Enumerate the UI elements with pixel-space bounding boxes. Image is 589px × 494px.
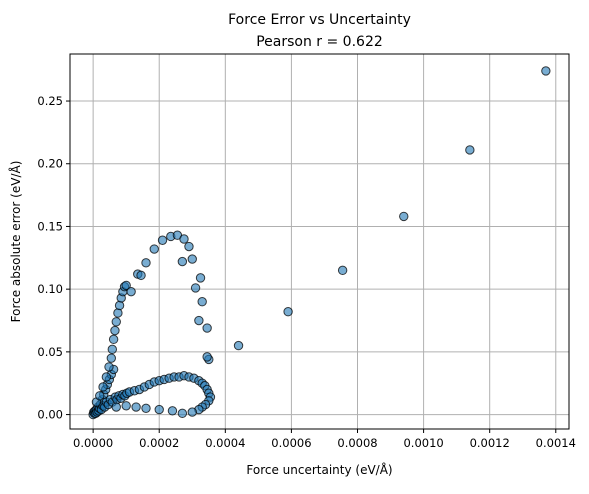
data-point	[111, 402, 121, 412]
data-points	[88, 66, 551, 420]
x-tick-label: 0.0002	[139, 436, 179, 450]
data-point	[187, 254, 197, 264]
y-axis-label: Force absolute error (eV/Å)	[8, 161, 23, 323]
data-point	[149, 244, 159, 254]
data-point	[104, 362, 114, 372]
data-point	[113, 308, 123, 318]
data-point	[108, 334, 119, 345]
data-point	[154, 404, 164, 415]
data-point	[157, 235, 168, 245]
data-point	[465, 145, 475, 155]
chart-title: Force Error vs Uncertainty	[228, 12, 411, 28]
data-point	[190, 283, 201, 293]
grid-lines	[70, 54, 569, 429]
data-point	[177, 256, 188, 267]
plot-frame	[69, 53, 570, 430]
data-point	[111, 317, 121, 327]
data-point	[121, 280, 131, 291]
y-tick-label: 0.10	[37, 282, 63, 296]
data-point	[194, 315, 204, 326]
data-point	[184, 241, 194, 252]
data-point	[283, 307, 293, 317]
y-tick-label: 0.00	[37, 408, 63, 422]
data-point	[131, 402, 141, 412]
data-point	[98, 382, 108, 392]
axis-ticks: 0.0000 0.0002 0.0004 0.0006 0.0008 0.0010 0.00…	[37, 94, 576, 450]
data-point	[177, 408, 188, 419]
data-point	[121, 401, 131, 411]
x-tick-label: 0.0014	[536, 436, 576, 450]
data-point	[95, 391, 105, 401]
y-tick-label: 0.05	[37, 345, 63, 359]
data-point	[110, 325, 120, 336]
data-point	[107, 344, 117, 355]
data-point	[141, 258, 151, 268]
data-point	[399, 211, 409, 222]
data-point	[136, 270, 146, 281]
data-point	[114, 300, 125, 311]
data-point	[167, 406, 178, 416]
data-point	[141, 403, 151, 414]
data-point	[233, 340, 244, 351]
y-tick-label: 0.20	[37, 157, 63, 171]
x-tick-label: 0.0000	[73, 436, 113, 450]
data-point	[541, 66, 551, 76]
x-tick-label: 0.0004	[205, 436, 245, 450]
data-point	[337, 265, 348, 276]
x-tick-label: 0.0008	[337, 436, 377, 450]
x-axis-label: Force uncertainty (eV/Å)	[246, 462, 392, 477]
data-point	[179, 234, 189, 244]
x-tick-label: 0.0010	[403, 436, 443, 450]
data-point	[195, 273, 206, 283]
data-point	[101, 372, 112, 382]
x-tick-label: 0.0006	[271, 436, 311, 450]
x-tick-label: 0.0012	[470, 436, 510, 450]
y-tick-label: 0.25	[37, 94, 63, 108]
data-point	[202, 323, 212, 333]
chart-subtitle: Pearson r = 0.622	[256, 34, 383, 50]
data-point	[202, 352, 212, 362]
data-point	[197, 297, 207, 307]
data-point	[126, 286, 136, 297]
data-point	[187, 407, 197, 417]
data-point	[106, 353, 117, 363]
y-tick-label: 0.15	[37, 219, 63, 233]
